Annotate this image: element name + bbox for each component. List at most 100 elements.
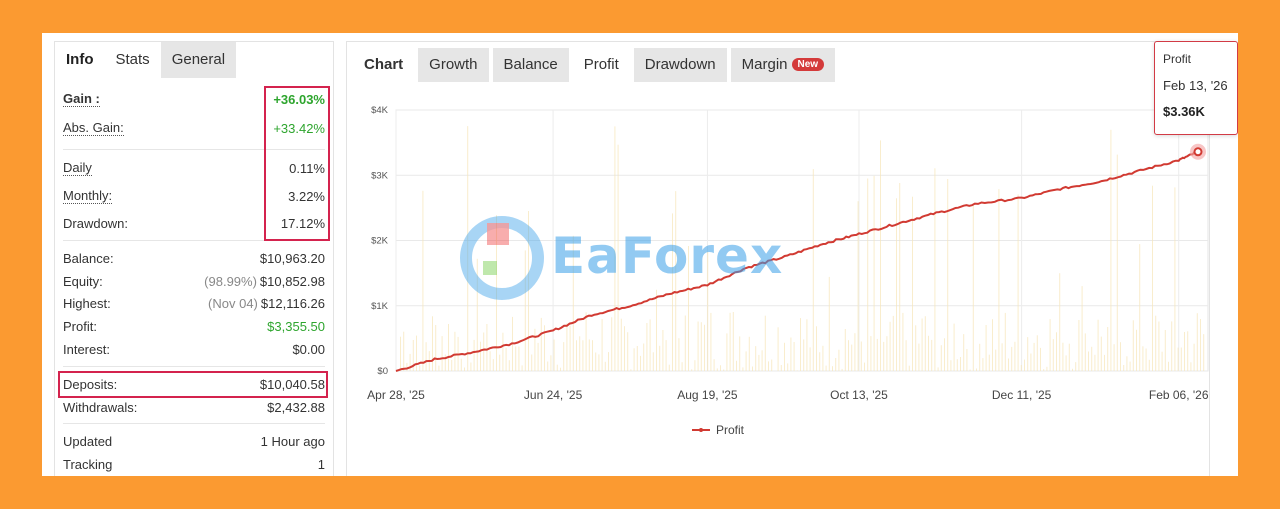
background-volume-bar [892, 315, 894, 371]
x-tick-label: Apr 28, '25 [367, 388, 425, 402]
background-volume-bar [883, 341, 885, 371]
background-volume-bar [640, 355, 641, 371]
background-volume-bar [1123, 365, 1125, 371]
background-volume-bar [854, 333, 856, 371]
background-volume-bar [665, 340, 667, 371]
background-volume-bar [441, 336, 443, 371]
background-volume-bar [1100, 336, 1102, 371]
stat-gain: Gain : +36.03% [63, 89, 325, 109]
tab-chart[interactable]: Chart [353, 48, 415, 82]
background-volume-bar [601, 319, 603, 371]
background-volume-bar [540, 317, 542, 371]
profit-series-line [395, 150, 1199, 372]
background-volume-bar [1168, 361, 1169, 371]
background-volume-bar [1120, 342, 1121, 371]
background-volume-bar [1004, 312, 1006, 371]
background-volume-bar [1014, 341, 1016, 371]
background-volume-bar [825, 365, 827, 371]
background-volume-bar [1040, 347, 1041, 371]
tab-growth[interactable]: Growth [418, 48, 489, 82]
tracking-label: Tracking [63, 456, 113, 472]
background-volume-bar [582, 340, 584, 371]
background-volume-bar [579, 336, 581, 371]
background-volume-bar [780, 365, 782, 371]
background-volume-bar [1056, 332, 1057, 371]
background-volume-bar [896, 198, 897, 371]
abs-gain-value: +33.42% [273, 120, 325, 136]
background-volume-bar [1081, 286, 1083, 371]
interest-value: $0.00 [292, 341, 325, 357]
background-volume-bar [828, 276, 830, 371]
background-volume-bar [790, 337, 792, 371]
tab-profit[interactable]: Profit [572, 48, 630, 82]
background-volume-bar [960, 357, 961, 371]
background-volume-bar [726, 333, 728, 371]
background-volume-bar [1193, 343, 1195, 371]
background-volume-bar [1075, 362, 1077, 371]
info-tabs: Info Stats General [55, 42, 333, 78]
tab-stats[interactable]: Stats [104, 42, 161, 78]
background-volume-bar [585, 312, 587, 371]
tab-info[interactable]: Info [55, 42, 105, 78]
background-volume-bar [630, 369, 632, 371]
monthly-label: Monthly: [63, 188, 113, 204]
background-volume-bar [953, 323, 955, 371]
tab-balance[interactable]: Balance [492, 48, 569, 82]
background-volume-bar [809, 347, 811, 371]
background-volume-bar [1116, 154, 1118, 371]
background-volume-bar [662, 330, 664, 371]
background-volume-bar [438, 365, 440, 371]
background-volume-bar [729, 312, 731, 371]
background-volume-bar [460, 358, 462, 371]
background-volume-bar [816, 326, 817, 371]
legend[interactable]: Profit [692, 423, 745, 437]
daily-label: Daily [63, 160, 92, 176]
background-volume-bar [400, 336, 401, 371]
background-volume-bar [569, 325, 571, 371]
background-volume-bar [560, 367, 561, 371]
background-volume-bar [1065, 355, 1067, 371]
background-volume-bar [752, 366, 753, 371]
background-volume-bar [1161, 351, 1163, 371]
background-volume-bar [742, 367, 744, 371]
background-volume-bar [649, 319, 651, 371]
background-volume-bar [1068, 343, 1070, 371]
stat-daily: Daily 0.11% [63, 158, 325, 178]
hover-point[interactable] [1193, 147, 1203, 157]
chart-tabs: Chart Growth Balance Profit Drawdown Mar… [353, 48, 839, 82]
background-volume-bar [1129, 361, 1131, 371]
equity-label: Equity: [63, 273, 103, 289]
background-volume-bar [912, 196, 913, 371]
background-volume-bar [1187, 331, 1189, 371]
background-volume-bar [947, 179, 949, 371]
background-volume-bar [627, 332, 629, 371]
tab-margin[interactable]: Margin New [730, 48, 836, 82]
background-volume-bar [1097, 319, 1099, 371]
background-volume-bar [1139, 244, 1141, 371]
background-volume-bar [819, 352, 821, 371]
background-volume-bar [822, 345, 824, 371]
stat-drawdown: Drawdown: 17.12% [63, 213, 325, 233]
background-volume-bar [1072, 368, 1073, 371]
tab-general[interactable]: General [160, 42, 237, 78]
background-volume-bar [1148, 359, 1150, 371]
background-volume-bar [547, 361, 549, 371]
gain-highlight-box [264, 86, 330, 241]
x-tick-label: Dec 11, '25 [992, 388, 1052, 402]
background-volume-bar [691, 369, 693, 371]
tooltip-series: Profit [1163, 52, 1192, 66]
y-tick-label: $2K [371, 236, 389, 247]
background-volume-bar [979, 343, 981, 371]
background-volume-bar [528, 211, 529, 371]
watermark-text: EaForex [551, 227, 784, 285]
background-volume-bar [521, 365, 523, 371]
legend-label: Profit [716, 423, 745, 437]
background-volume-bar [1132, 320, 1134, 371]
background-volume-bar [1046, 366, 1048, 371]
background-volume-bar [444, 354, 446, 371]
tooltip-date: Feb 13, '26 [1163, 78, 1228, 93]
background-volume-bar [886, 336, 888, 371]
stat-equity: Equity: (98.99%) $10,852.98 [63, 271, 325, 291]
background-volume-bar [576, 340, 577, 371]
tab-drawdown[interactable]: Drawdown [633, 48, 727, 82]
